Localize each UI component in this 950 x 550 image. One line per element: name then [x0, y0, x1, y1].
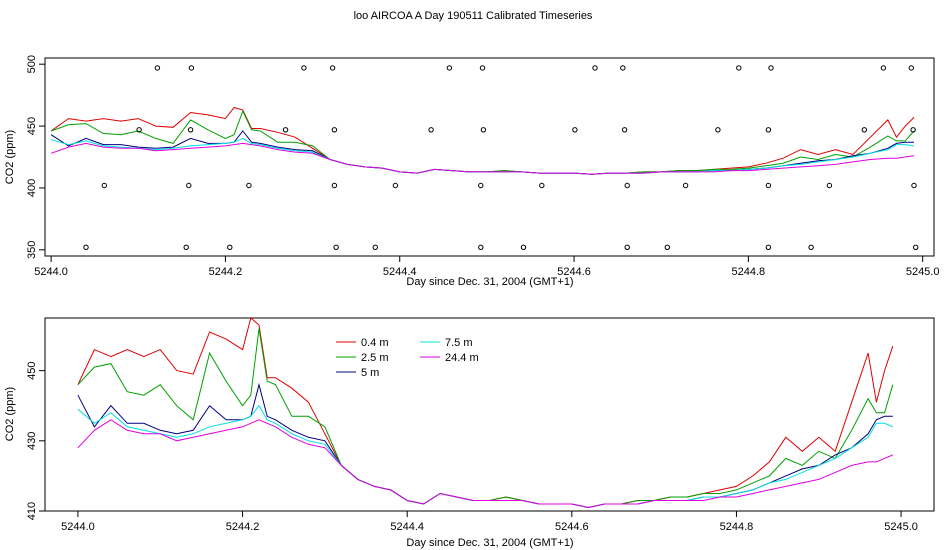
bottom-y-tick-label: 410	[26, 502, 38, 520]
top-y-tick-label: 350	[26, 241, 38, 259]
bottom-axes: 5244.0 5244.2 5244.4 5244.6 5244.8 5245.0 410 4…	[26, 361, 918, 533]
top-sample-marker	[188, 65, 195, 71]
bottom-x-tick-label: 5244.0	[61, 521, 95, 533]
bottom-plot-frame	[44, 317, 935, 512]
top-sample-marker	[539, 182, 545, 189]
top-x-tick-label: 5244.2	[209, 266, 243, 278]
legend-label: 5 m	[361, 367, 379, 379]
top-markers-group	[83, 65, 919, 251]
top-sample-marker	[301, 65, 307, 71]
top-sample-marker	[446, 65, 453, 71]
top-x-axis-label: Day since Dec. 31, 2004 (GMT+1)	[406, 276, 573, 288]
bottom-y-tick-label: 450	[26, 361, 38, 379]
top-sample-marker	[911, 182, 917, 189]
top-sample-marker	[227, 244, 233, 251]
bottom-y-tick-label: 430	[26, 432, 38, 450]
legend-label: 7.5 m	[445, 337, 473, 349]
top-sample-marker	[520, 244, 527, 251]
top-sample-marker	[736, 65, 742, 71]
top-sample-marker	[428, 127, 434, 133]
legend-label: 0.4 m	[361, 337, 389, 349]
top-sample-marker	[392, 182, 399, 189]
top-sample-marker	[826, 182, 833, 189]
bottom-x-tick-label: 5244.6	[555, 521, 589, 533]
top-sample-marker	[329, 65, 336, 71]
bottom-x-tick-label: 5244.4	[390, 521, 424, 533]
top-sample-marker	[682, 182, 689, 189]
top-sample-marker	[620, 65, 626, 71]
top-x-tick-label: 5244.8	[732, 266, 766, 278]
top-sample-marker	[101, 182, 108, 189]
top-sample-marker	[592, 65, 598, 71]
top-axes: 5244.0 5244.2 5244.4 5244.6 5244.8 5245.0 350 4…	[26, 55, 939, 278]
bottom-series-line-2	[77, 382, 893, 509]
top-sample-marker	[282, 127, 289, 133]
top-sample-marker	[478, 182, 484, 189]
top-y-axis-label: CO2 (ppm)	[4, 130, 16, 184]
top-sample-marker	[246, 182, 252, 189]
top-sample-marker	[910, 127, 916, 133]
top-x-tick-label: 5245.0	[906, 266, 940, 278]
top-sample-marker	[768, 65, 774, 71]
top-sample-marker	[808, 244, 814, 251]
top-sample-marker	[479, 65, 486, 71]
top-x-tick-label: 5244.4	[383, 266, 417, 278]
top-series-line-4	[50, 142, 915, 175]
bottom-y-axis-label: CO2 (ppm)	[4, 387, 16, 441]
bottom-x-tick-label: 5244.8	[720, 521, 754, 533]
bottom-series-group	[77, 317, 894, 509]
bottom-x-tick-label: 5245.0	[884, 521, 918, 533]
top-series-group	[50, 106, 915, 175]
top-sample-marker	[913, 244, 919, 251]
legend-label: 2.5 m	[361, 352, 389, 364]
top-sample-marker	[187, 127, 194, 133]
top-sample-marker	[624, 244, 630, 251]
top-y-tick-label: 450	[26, 117, 38, 135]
top-sample-marker	[183, 244, 189, 251]
top-sample-marker	[908, 65, 914, 71]
top-y-tick-label: 500	[26, 55, 38, 73]
top-sample-marker	[880, 65, 887, 71]
bottom-series-line-0	[77, 317, 894, 509]
bottom-series-line-3	[77, 404, 893, 509]
bottom-series-line-4	[77, 419, 893, 509]
top-plot-frame	[44, 57, 935, 257]
top-series-line-0	[50, 106, 915, 175]
top-sample-marker	[186, 182, 192, 189]
top-sample-marker	[861, 127, 867, 133]
top-sample-marker	[765, 182, 772, 189]
top-x-tick-label: 5244.0	[34, 266, 68, 278]
top-y-tick-label: 400	[26, 179, 38, 197]
top-sample-marker	[765, 244, 772, 251]
top-sample-marker	[480, 127, 487, 133]
top-sample-marker	[83, 244, 89, 251]
top-sample-marker	[331, 182, 338, 189]
bottom-x-axis-label: Day since Dec. 31, 2004 (GMT+1)	[406, 537, 573, 549]
top-sample-marker	[572, 127, 578, 133]
top-sample-marker	[621, 127, 628, 133]
top-sample-marker	[624, 182, 630, 189]
top-sample-marker	[715, 127, 721, 133]
top-sample-marker	[154, 65, 161, 71]
top-sample-marker	[664, 244, 670, 251]
top-sample-marker	[136, 127, 142, 133]
top-sample-marker	[333, 244, 339, 251]
legend: 0.4 m 2.5 m 5 m 7.5 m 24.4 m	[336, 337, 479, 379]
bottom-x-tick-label: 5244.2	[226, 521, 260, 533]
top-sample-marker	[331, 127, 338, 133]
top-sample-marker	[765, 127, 772, 133]
legend-label: 24.4 m	[445, 352, 479, 364]
chart-title: loo AIRCOA A Day 190511 Calibrated Times…	[354, 10, 593, 22]
top-sample-marker	[372, 244, 378, 251]
top-x-tick-label: 5244.6	[557, 266, 591, 278]
top-sample-marker	[478, 244, 484, 251]
